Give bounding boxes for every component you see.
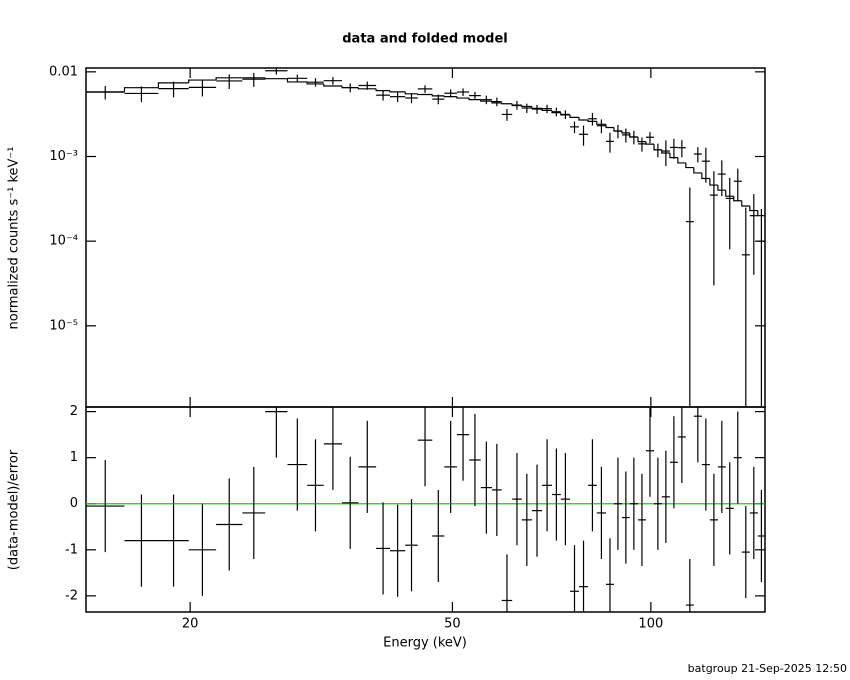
model-step: [404, 91, 418, 95]
y-tick-label: 0.01: [49, 64, 78, 79]
model-step: [531, 106, 543, 109]
model-step: [501, 102, 513, 105]
model-step: [215, 77, 243, 81]
x-tick-label: 100: [638, 617, 663, 632]
model-step: [123, 87, 159, 92]
plot-area: [86, 407, 765, 612]
x-tick-label: 50: [444, 617, 461, 632]
model-step: [596, 121, 607, 125]
model-step: [264, 77, 288, 80]
model-step: [621, 131, 630, 134]
y-tick-label: 10⁻³: [49, 149, 78, 164]
model-step: [157, 82, 189, 88]
y-tick-label: -1: [65, 542, 78, 557]
model-step: [491, 101, 502, 104]
model-step: [645, 141, 654, 145]
model-step: [661, 149, 670, 154]
plot-area: [86, 68, 765, 407]
y-tick-label: -2: [65, 588, 78, 603]
model-step: [677, 157, 686, 164]
y-axis-label: normalized counts s⁻¹ keV⁻¹: [7, 147, 22, 330]
model-step: [749, 206, 758, 212]
model-step: [741, 200, 750, 207]
model-step: [701, 172, 710, 180]
x-axis-label: Energy (keV): [383, 636, 467, 651]
model-step: [685, 162, 694, 169]
y-tick-label: 2: [70, 404, 78, 419]
y-tick-label: 1: [70, 450, 78, 465]
plot-frame: [85, 67, 766, 408]
model-step: [468, 98, 481, 101]
model-step: [417, 93, 433, 96]
model-step: [456, 96, 470, 99]
model-step: [725, 190, 734, 197]
x-tick-label: 20: [182, 617, 199, 632]
chart-title: data and folded model: [342, 32, 508, 47]
model-step: [637, 136, 646, 143]
model-step: [551, 110, 561, 114]
model-step: [569, 114, 579, 118]
model-step: [480, 99, 492, 102]
model-step: [323, 83, 343, 87]
y-axis-label: (data-model)/error: [7, 449, 22, 570]
model-step: [709, 178, 718, 186]
model-step: [357, 87, 377, 90]
y-tick-label: 10⁻⁵: [49, 318, 78, 333]
model-step: [605, 124, 614, 129]
model-step: [733, 196, 742, 202]
model-step: [431, 94, 445, 97]
model-step: [693, 167, 702, 174]
footer: batgroup 21-Sep-2025 12:50: [688, 662, 847, 675]
model-step: [375, 88, 390, 92]
model-step: [587, 119, 597, 122]
model-step: [188, 79, 217, 83]
model-step: [443, 95, 457, 98]
y-tick-label: 0: [70, 496, 78, 511]
model-step: [578, 117, 589, 121]
model-step: [521, 105, 532, 108]
model-step: [286, 78, 308, 83]
y-tick-label: 10⁻⁴: [49, 234, 78, 249]
model-step: [389, 90, 406, 93]
model-step: [717, 185, 726, 191]
model-step: [669, 153, 678, 159]
